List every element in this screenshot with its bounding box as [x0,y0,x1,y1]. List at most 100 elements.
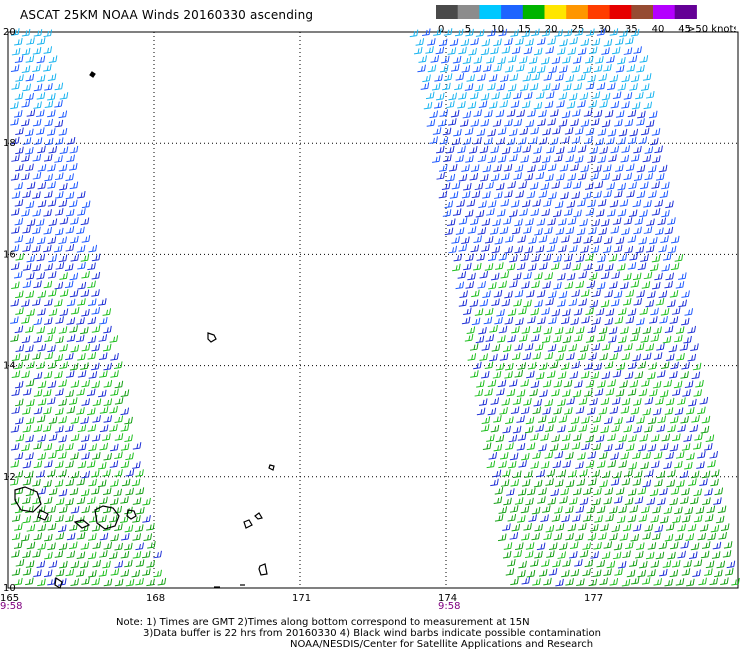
wind-barb [592,497,601,506]
wind-barb [544,451,554,459]
wind-barb [494,191,503,199]
wind-barb [618,460,627,468]
wind-barb [609,578,619,586]
wind-barb [487,155,497,164]
wind-barb [142,497,151,506]
wind-barb [35,218,45,227]
wind-barb [660,307,670,316]
wind-barb [13,109,23,118]
wind-barb [603,38,613,47]
wind-barb [43,64,52,72]
wind-barb [638,236,648,245]
wind-barb [153,569,162,578]
wind-barb [506,263,516,271]
wind-barb [132,442,142,450]
wind-barb [575,406,585,414]
wind-barb [674,506,683,515]
wind-barb [515,37,524,46]
wind-barb [595,307,605,316]
wind-barb [694,433,703,441]
wind-barb [479,298,489,307]
wind-barb [593,164,602,173]
wind-barb [583,263,593,271]
wind-barb [58,326,68,334]
wind-barb [603,568,612,576]
island [54,576,63,589]
wind-barb [523,299,532,308]
wind-barb [32,298,41,306]
wind-barb [44,334,53,343]
wind-barb [701,415,711,424]
wind-barb [687,325,696,334]
wind-barb [581,442,590,451]
wind-barb [554,29,563,37]
colorbar-swatch [609,5,632,19]
wind-barb [109,551,118,560]
wind-barb [58,469,67,477]
wind-barb [10,101,19,110]
latitude-label: 16 [3,249,16,260]
wind-barb [484,263,494,271]
wind-barb [680,496,689,504]
wind-barb [43,244,52,253]
wind-barb [525,119,535,128]
wind-barb [560,362,570,370]
wind-barb [565,154,575,163]
wind-barb [570,317,579,325]
wind-barb [633,297,643,306]
wind-barb [530,559,539,567]
wind-barb [561,514,570,523]
colorbar-label: 25 [572,24,585,35]
wind-barb [623,47,633,55]
wind-barb [66,334,76,342]
wind-barb [639,55,649,63]
wind-barb [715,515,725,524]
wind-barb [513,298,522,307]
wind-barb [634,496,644,504]
wind-barb [634,371,644,379]
wind-barb [731,577,740,586]
wind-barb [114,415,124,424]
latitude-label: 18 [3,138,16,149]
wind-barb [80,560,89,569]
wind-barb [598,451,608,460]
wind-barb [568,469,577,478]
wind-barb [11,226,20,234]
wind-barb [471,317,481,326]
wind-barb [666,479,676,488]
wind-barb [483,316,493,325]
wind-barb [535,343,544,351]
wind-barb [542,155,551,164]
wind-barb [532,451,541,459]
wind-barb [587,325,597,333]
wind-barb [37,181,47,190]
wind-barb [507,334,516,343]
wind-barb [652,505,661,514]
wind-barb [10,117,19,126]
wind-barb [135,577,144,586]
wind-barb [87,551,97,560]
wind-barb [519,334,528,342]
wind-barb [522,352,532,361]
wind-barb [506,109,516,117]
colorbar-label: 35 [625,24,638,35]
wind-barb [680,317,690,326]
wind-barb [114,451,123,460]
wind-barb [622,550,631,559]
wind-barb [564,281,574,290]
wind-barb [36,92,46,100]
wind-barb [635,550,644,559]
wind-barb [589,425,599,433]
wind-barb [113,488,123,497]
wind-barb [473,136,482,145]
wind-barb [486,55,495,64]
wind-barb [568,298,578,307]
wind-barb [607,460,617,468]
wind-barb [579,218,588,227]
wind-barb [603,541,613,549]
wind-barb [498,506,508,514]
wind-barb [568,343,578,352]
wind-barb [599,352,608,361]
wind-barb [120,569,130,577]
wind-barb [623,172,633,181]
